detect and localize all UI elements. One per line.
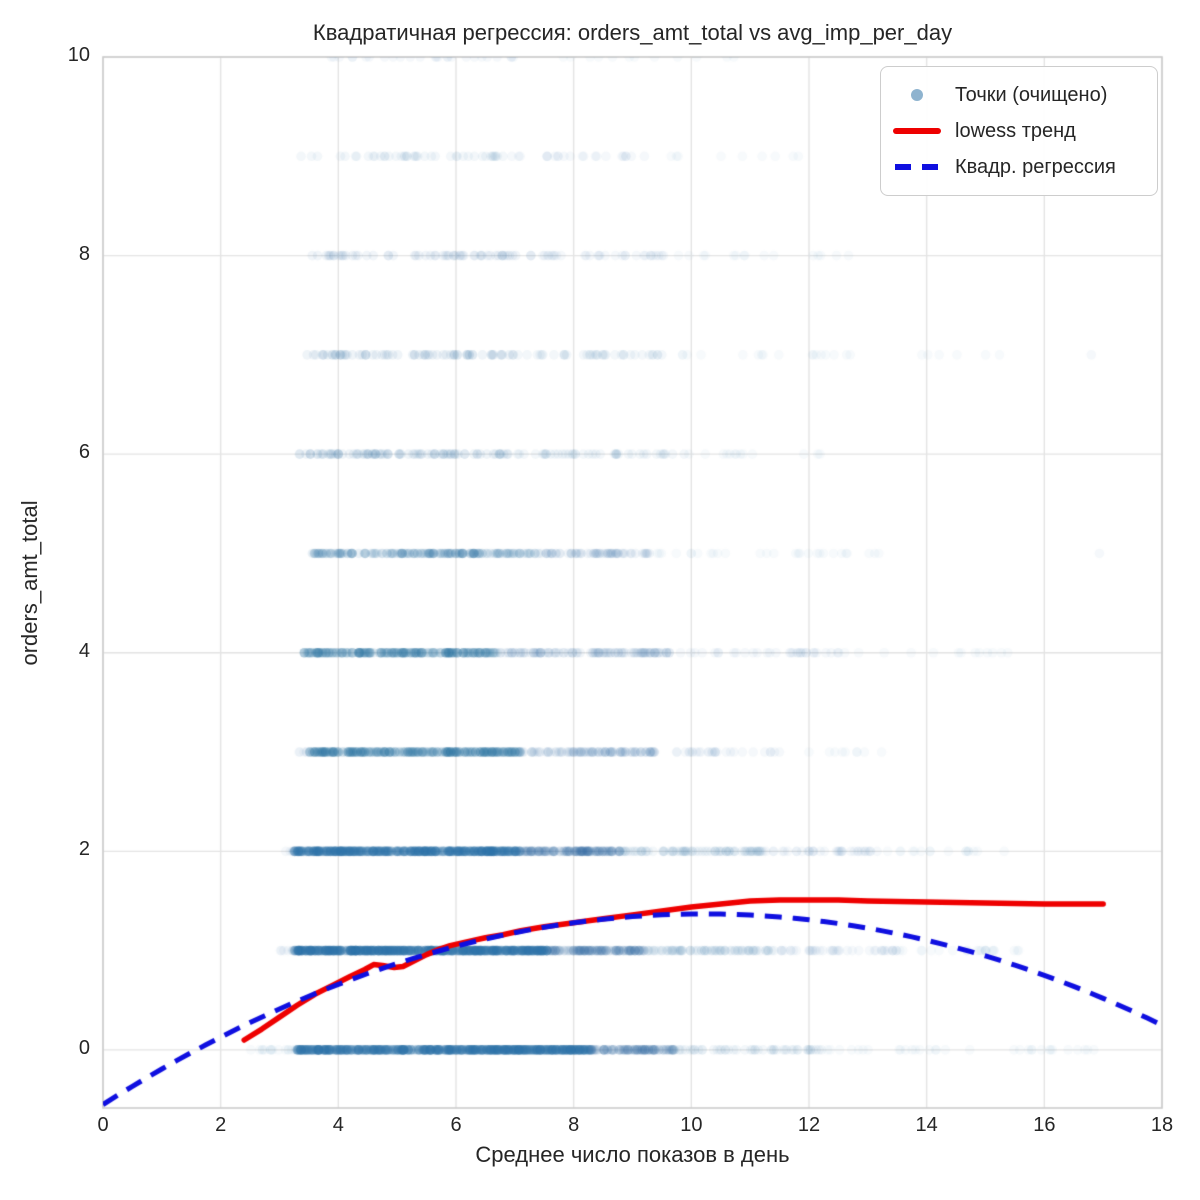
- legend-label-quadratic: Квадр. регрессия: [955, 155, 1116, 178]
- x-tick-label: 18: [1150, 1114, 1174, 1136]
- legend-label-points: Точки (очищено): [955, 83, 1108, 106]
- x-tick-label: 2: [215, 1114, 227, 1136]
- scatter-point-icon: [911, 89, 923, 101]
- x-tick-label: 6: [450, 1114, 462, 1136]
- x-tick-label: 4: [332, 1114, 344, 1136]
- y-tick-label: 2: [78, 838, 90, 861]
- x-tick-label: 0: [97, 1114, 109, 1136]
- x-tick-label: 14: [915, 1114, 938, 1136]
- legend: Точки (очищено) lowess тренд Квадр. регр…: [880, 66, 1158, 196]
- x-tick-label: 12: [797, 1114, 821, 1136]
- y-tick-label: 8: [78, 242, 90, 265]
- dashed-line-icon: [895, 164, 939, 170]
- y-tick-label: 0: [78, 1036, 90, 1059]
- y-tick-label: 4: [78, 639, 90, 662]
- legend-item-lowess: lowess тренд: [891, 113, 1143, 149]
- chart-title: Квадратичная регрессия: orders_amt_total…: [312, 20, 953, 45]
- legend-label-lowess: lowess тренд: [955, 119, 1076, 142]
- legend-item-points: Точки (очищено): [891, 77, 1143, 113]
- x-tick-label: 8: [568, 1114, 580, 1136]
- x-tick-label: 16: [1033, 1114, 1056, 1136]
- legend-item-quadratic: Квадр. регрессия: [891, 149, 1143, 185]
- x-axis-label: Среднее число показов в день: [475, 1142, 790, 1167]
- y-tick-label: 10: [67, 44, 90, 66]
- y-tick-label: 6: [78, 441, 90, 464]
- x-tick-label: 10: [680, 1114, 703, 1136]
- solid-line-icon: [893, 128, 941, 134]
